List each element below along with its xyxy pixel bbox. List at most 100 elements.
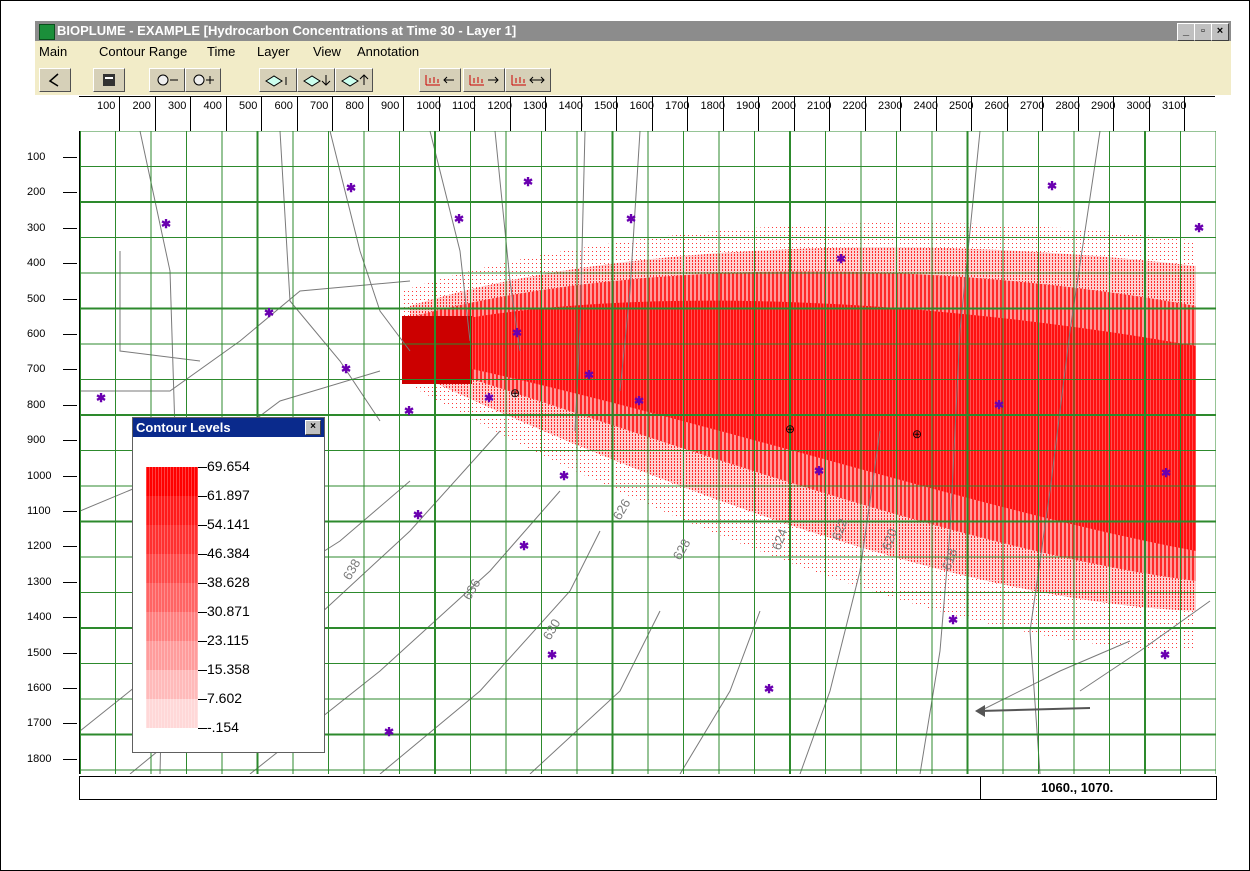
time-play-icon [511, 75, 545, 86]
source-zone [402, 316, 472, 384]
status-bar: 1060., 1070. [79, 776, 1217, 800]
x-ruler-label: 1400 [558, 100, 583, 112]
legend-level-label: 61.897 [207, 487, 250, 503]
y-ruler-tick [63, 227, 77, 229]
zoom-in-icon [193, 74, 214, 86]
legend-swatch [146, 699, 198, 728]
legend-swatch [146, 496, 198, 525]
menu-time[interactable]: Time [207, 44, 236, 59]
legend-level-label: -.154 [207, 719, 239, 735]
x-ruler-tick [154, 97, 156, 132]
cursor-coordinates: 1060., 1070. [980, 777, 1210, 799]
time-forward-button[interactable] [463, 68, 505, 92]
contour-levels-title: Contour Levels [136, 420, 231, 435]
layer-down-icon [303, 75, 331, 87]
map-canvas[interactable]: 638 636 630 628 626 624 622 620 618 ✱ ✱ ✱ ✱ ✱ ✱ ✱ ✱ ✱ ✱ ✱ ✱… [79, 131, 1216, 774]
well-marker: ✱ [1047, 179, 1057, 193]
well-marker: ✱ [814, 464, 824, 478]
x-ruler-tick [509, 97, 511, 132]
y-ruler-label: 300 [27, 221, 46, 234]
x-ruler-label: 2800 [1055, 100, 1080, 112]
well-marker: ✱ [161, 217, 171, 231]
y-ruler-tick [63, 192, 77, 194]
legend-level-label: 15.358 [207, 661, 250, 677]
x-ruler-label: 2400 [913, 100, 938, 112]
observation-wells: ✱ ✱ ✱ ✱ ✱ ✱ ✱ ✱ ✱ ✱ ✱ ✱ ✱ ✱ ✱ ✱ ✱ ✱ ✱ ✱ ✱ ✱ ✱ ✱ ✱ ✱ ✱ [96, 175, 1204, 739]
well-marker: ✱ [584, 368, 594, 382]
y-ruler-label: 100 [27, 151, 46, 163]
x-ruler-label: 600 [274, 100, 293, 112]
pointer-tool-button[interactable] [39, 68, 71, 92]
legend-swatch [146, 583, 198, 612]
legend-level-tick [198, 525, 207, 526]
x-ruler-tick [758, 97, 759, 132]
well-marker: ✱ [626, 212, 636, 226]
well-marker: ✱ [1194, 221, 1204, 235]
app-icon[interactable] [39, 24, 55, 40]
zoom-out-button[interactable] [149, 68, 185, 92]
menu-contour-range[interactable]: Contour Range [99, 44, 188, 59]
menu-annotation[interactable]: Annotation [357, 44, 420, 59]
minimize-icon[interactable]: _ [1177, 23, 1195, 41]
contour-levels-title-bar[interactable]: Contour Levels × [133, 418, 324, 437]
menu-view[interactable]: View [313, 44, 341, 59]
x-ruler-label: 1500 [594, 100, 619, 112]
well-marker: ✱ [1160, 648, 1170, 662]
x-ruler-tick [1113, 97, 1114, 132]
layer-select-button[interactable] [259, 68, 297, 92]
y-ruler-label: 1800 [27, 752, 52, 765]
well-marker: ✱ [559, 469, 569, 483]
x-ruler-label: 2600 [984, 100, 1009, 112]
layer-up-button[interactable] [335, 68, 373, 92]
x-ruler-tick [651, 97, 653, 132]
y-ruler-tick [63, 263, 77, 265]
legend-swatch [146, 467, 198, 496]
maximize-icon[interactable]: ▫ [1194, 23, 1212, 41]
legend-level-tick [198, 641, 207, 642]
pointer-icon [48, 73, 59, 87]
x-ruler-label: 800 [345, 100, 364, 112]
print-button[interactable] [93, 68, 125, 92]
well-marker: ✱ [948, 613, 958, 627]
contour-levels-window[interactable]: Contour Levels × 69.654 61.897 54.141 46.38… [132, 417, 325, 753]
x-ruler-label: 2100 [807, 100, 832, 112]
time-back-button[interactable] [419, 68, 461, 92]
x-ruler-tick [580, 97, 582, 132]
x-ruler-tick [119, 97, 120, 132]
x-ruler-label: 2500 [949, 100, 974, 112]
layer-down-button[interactable] [297, 68, 335, 92]
y-ruler-label: 200 [27, 186, 46, 199]
contour-label: 622 [829, 517, 851, 543]
zoom-in-button[interactable] [185, 68, 221, 92]
y-ruler-label: 1100 [27, 505, 51, 517]
close-icon[interactable]: × [1211, 23, 1229, 41]
y-ruler-tick [63, 511, 77, 512]
well-marker: ✱ [836, 252, 846, 266]
well-marker: ✱ [994, 398, 1004, 412]
x-ruler-tick [935, 97, 937, 132]
contour-label: 624 [769, 527, 791, 553]
x-ruler-label: 100 [97, 100, 116, 112]
x-ruler-label: 3100 [1162, 100, 1187, 112]
y-ruler-label: 600 [27, 328, 46, 340]
well-marker: ✱ [764, 682, 774, 696]
well-marker: ✱ [523, 175, 533, 189]
x-ruler-label: 300 [168, 100, 187, 112]
legend-level-label: 46.384 [207, 545, 250, 561]
x-ruler-label: 1300 [523, 100, 548, 112]
menu-layer[interactable]: Layer [257, 44, 290, 59]
y-ruler-label: 1200 [27, 540, 52, 553]
pumping-well-markers: ⊕ ⊕ ⊕ [510, 386, 922, 441]
x-ruler-label: 3000 [1126, 100, 1151, 112]
well-marker: ✱ [512, 326, 522, 340]
time-play-button[interactable] [505, 68, 551, 92]
x-ruler-tick [971, 97, 972, 132]
well-marker: ✱ [96, 391, 106, 405]
y-ruler-tick [63, 369, 77, 371]
menu-main[interactable]: Main [39, 44, 68, 59]
contour-label: 618 [939, 547, 961, 573]
time-forward-icon [469, 75, 499, 86]
close-icon[interactable]: × [305, 420, 321, 435]
